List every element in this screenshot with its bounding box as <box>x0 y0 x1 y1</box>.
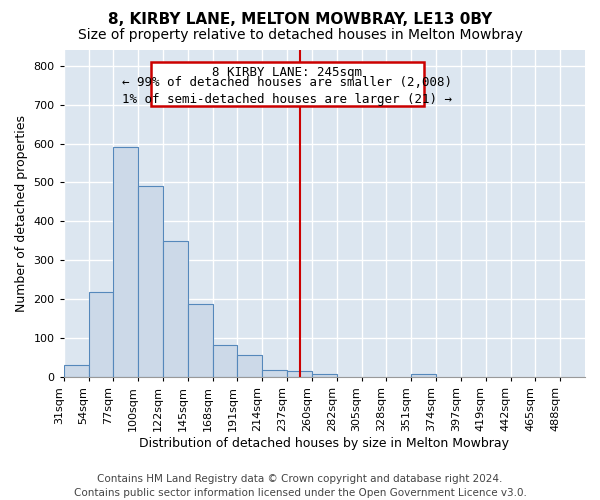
Text: Contains HM Land Registry data © Crown copyright and database right 2024.
Contai: Contains HM Land Registry data © Crown c… <box>74 474 526 498</box>
Bar <box>411 374 436 378</box>
Y-axis label: Number of detached properties: Number of detached properties <box>15 115 28 312</box>
Bar <box>188 304 212 378</box>
Bar <box>212 345 238 378</box>
Bar <box>64 365 89 378</box>
Bar <box>89 292 113 378</box>
Bar <box>238 355 262 378</box>
Text: 8, KIRBY LANE, MELTON MOWBRAY, LE13 0BY: 8, KIRBY LANE, MELTON MOWBRAY, LE13 0BY <box>108 12 492 28</box>
Text: Size of property relative to detached houses in Melton Mowbray: Size of property relative to detached ho… <box>77 28 523 42</box>
Bar <box>163 241 188 378</box>
X-axis label: Distribution of detached houses by size in Melton Mowbray: Distribution of detached houses by size … <box>139 437 509 450</box>
Bar <box>312 374 337 378</box>
Bar <box>113 148 138 378</box>
Bar <box>262 370 287 378</box>
Bar <box>287 372 312 378</box>
Bar <box>138 186 163 378</box>
Text: ← 99% of detached houses are smaller (2,008)
1% of semi-detached houses are larg: ← 99% of detached houses are smaller (2,… <box>122 76 452 106</box>
Bar <box>151 62 424 106</box>
Text: 8 KIRBY LANE: 245sqm: 8 KIRBY LANE: 245sqm <box>212 66 362 80</box>
